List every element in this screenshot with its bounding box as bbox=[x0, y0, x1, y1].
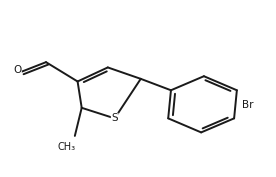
Text: S: S bbox=[111, 113, 118, 123]
Text: CH₃: CH₃ bbox=[57, 142, 76, 152]
Text: O: O bbox=[13, 65, 21, 75]
Text: Br: Br bbox=[242, 100, 254, 110]
